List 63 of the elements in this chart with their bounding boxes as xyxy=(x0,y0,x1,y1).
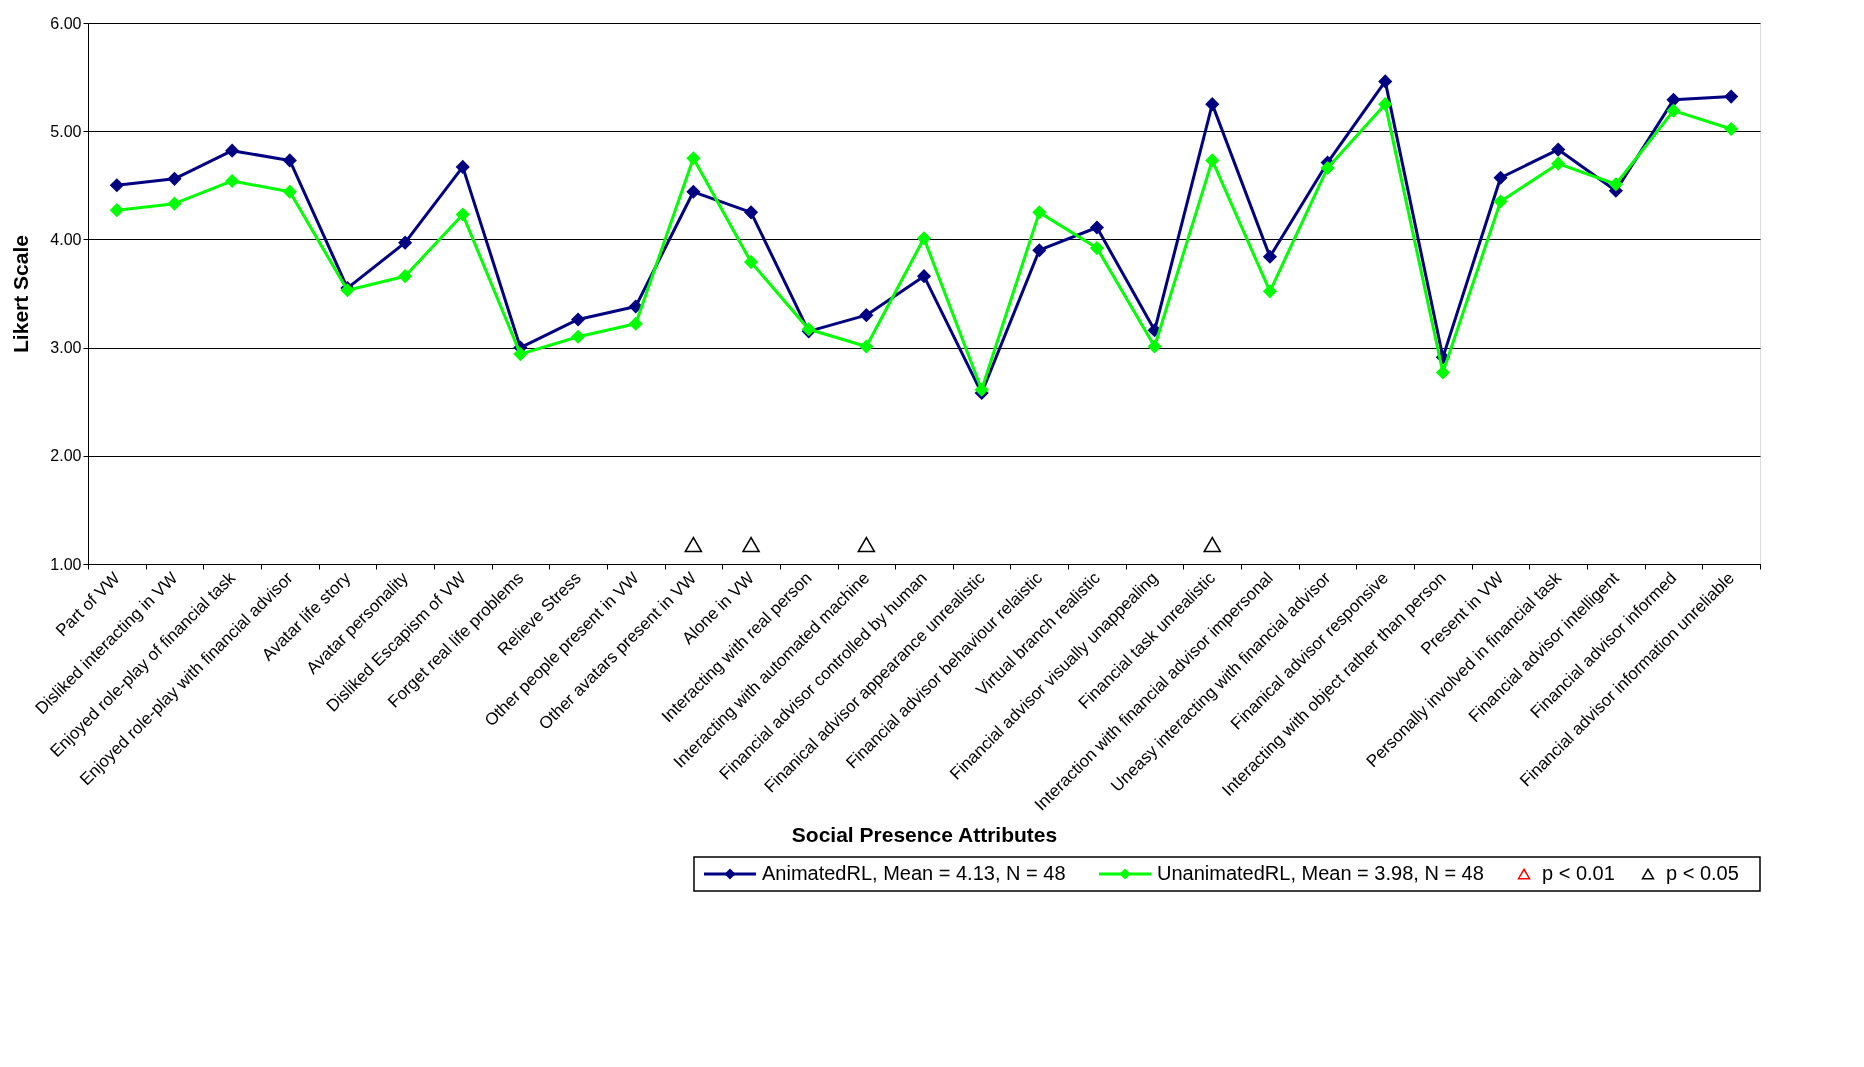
point xyxy=(571,312,586,327)
point xyxy=(1089,220,1105,235)
y-tick-label: 2.00 xyxy=(50,447,82,465)
point xyxy=(109,178,124,193)
point xyxy=(1320,160,1335,176)
point xyxy=(1608,177,1623,192)
point xyxy=(628,316,643,331)
y-tick-label: 3.00 xyxy=(50,339,82,357)
point xyxy=(743,255,759,270)
point xyxy=(743,205,759,220)
point xyxy=(1378,97,1393,112)
point xyxy=(167,171,182,186)
point xyxy=(1493,170,1508,185)
point xyxy=(225,173,240,189)
point xyxy=(1262,284,1277,299)
point xyxy=(1205,153,1220,168)
point xyxy=(1551,142,1566,157)
y-axis-title: Likert Scale xyxy=(9,235,33,353)
point xyxy=(742,536,760,553)
point xyxy=(1493,194,1508,209)
point xyxy=(455,207,470,222)
point xyxy=(1203,536,1222,553)
legend-label: p < 0.05 xyxy=(1666,862,1739,884)
point xyxy=(857,536,876,553)
y-tick-label: 4.00 xyxy=(50,230,82,248)
point xyxy=(1724,121,1739,137)
point xyxy=(282,153,297,168)
y-tick-label: 1.00 xyxy=(50,555,82,573)
point xyxy=(1262,249,1277,264)
point xyxy=(686,184,701,199)
point xyxy=(513,347,528,362)
y-tick-label: 6.00 xyxy=(50,14,82,32)
point xyxy=(916,231,932,246)
point xyxy=(282,184,297,199)
point xyxy=(398,235,413,250)
point xyxy=(974,382,989,397)
point xyxy=(225,143,240,158)
point xyxy=(455,159,470,174)
point xyxy=(571,329,586,344)
point xyxy=(916,269,932,284)
point xyxy=(1435,365,1450,380)
legend-label: p < 0.01 xyxy=(1542,862,1615,884)
legend-label: AnimatedRL, Mean = 4.13, N = 48 xyxy=(762,862,1066,884)
point xyxy=(398,269,413,284)
point xyxy=(1147,339,1162,354)
point xyxy=(109,203,124,218)
x-axis-title: Social Presence Attributes xyxy=(791,822,1058,846)
point xyxy=(859,339,874,354)
point xyxy=(1551,156,1566,171)
point xyxy=(1666,92,1681,107)
point xyxy=(1032,205,1047,220)
point xyxy=(686,151,701,166)
point xyxy=(859,308,874,323)
point xyxy=(1089,240,1105,256)
point xyxy=(1032,243,1047,258)
legend-label: UnanimatedRL, Mean = 3.98, N = 48 xyxy=(1157,862,1484,884)
y-tick-label: 5.00 xyxy=(50,122,82,140)
point xyxy=(1378,74,1393,89)
point xyxy=(1205,97,1220,112)
point xyxy=(1666,103,1681,118)
point xyxy=(1724,89,1739,104)
point xyxy=(684,536,703,553)
point xyxy=(167,196,182,211)
